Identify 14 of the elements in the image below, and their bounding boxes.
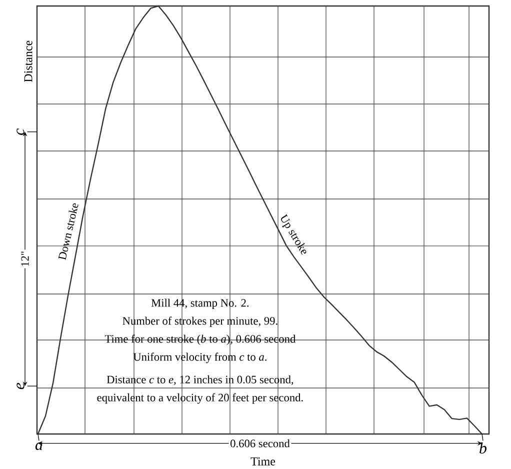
annotation: equivalent to a velocity of 20 feet per second. <box>97 393 303 404</box>
y-axis-title: Distance <box>24 40 32 82</box>
text: 12" <box>21 252 29 266</box>
text: e <box>16 382 24 390</box>
text: c <box>16 128 24 135</box>
annotation: Mill 44, stamp No. 2. <box>151 298 249 310</box>
text: b <box>480 442 486 454</box>
text: 0.606 second <box>230 439 290 448</box>
annotation: Uniform velocity from c to a. <box>133 352 266 364</box>
annotation: Distance c to e, 12 inches in 0.05 second, <box>106 375 294 386</box>
annotation: Down stroke <box>58 203 78 260</box>
annotation: Number of strokes per minute, 99. <box>122 316 278 328</box>
annotation: Time for one stroke (b to a), 0.606 second <box>104 334 296 346</box>
x-axis-title: Time <box>250 457 276 466</box>
